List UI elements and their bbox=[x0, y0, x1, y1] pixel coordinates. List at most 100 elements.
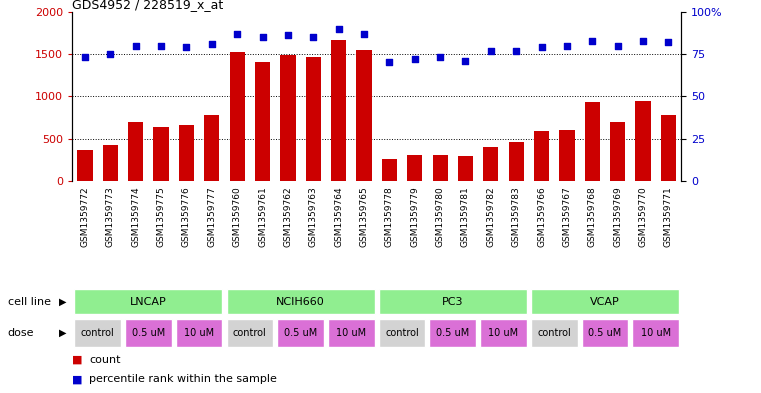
Text: control: control bbox=[537, 328, 572, 338]
Bar bbox=[458, 156, 473, 181]
Text: GSM1359765: GSM1359765 bbox=[359, 186, 368, 247]
Point bbox=[536, 44, 548, 50]
Bar bbox=[176, 319, 222, 347]
Bar bbox=[483, 147, 498, 181]
Text: GSM1359782: GSM1359782 bbox=[486, 186, 495, 247]
Text: GSM1359771: GSM1359771 bbox=[664, 186, 673, 247]
Text: GSM1359769: GSM1359769 bbox=[613, 186, 622, 247]
Bar bbox=[531, 319, 578, 347]
Bar bbox=[584, 102, 600, 181]
Bar bbox=[379, 289, 527, 314]
Bar bbox=[407, 154, 422, 181]
Point bbox=[129, 42, 142, 49]
Text: GSM1359777: GSM1359777 bbox=[207, 186, 216, 247]
Text: percentile rank within the sample: percentile rank within the sample bbox=[89, 374, 277, 384]
Text: control: control bbox=[81, 328, 115, 338]
Bar bbox=[103, 145, 118, 181]
Text: PC3: PC3 bbox=[442, 297, 463, 307]
Text: 0.5 uM: 0.5 uM bbox=[284, 328, 317, 338]
Bar bbox=[204, 115, 219, 181]
Point bbox=[282, 32, 294, 39]
Text: 10 uM: 10 uM bbox=[489, 328, 518, 338]
Text: GSM1359760: GSM1359760 bbox=[233, 186, 242, 247]
Text: dose: dose bbox=[8, 328, 34, 338]
Bar bbox=[75, 319, 121, 347]
Text: control: control bbox=[233, 328, 267, 338]
Text: ▶: ▶ bbox=[59, 328, 66, 338]
Point bbox=[460, 58, 472, 64]
Point bbox=[256, 34, 269, 40]
Text: GDS4952 / 228519_x_at: GDS4952 / 228519_x_at bbox=[72, 0, 224, 11]
Bar bbox=[534, 131, 549, 181]
Point bbox=[637, 37, 649, 44]
Bar bbox=[382, 159, 397, 181]
Text: ■: ■ bbox=[72, 354, 83, 365]
Text: GSM1359764: GSM1359764 bbox=[334, 186, 343, 247]
Bar bbox=[356, 50, 371, 181]
Bar bbox=[255, 62, 270, 181]
Bar bbox=[227, 289, 374, 314]
Point bbox=[434, 54, 446, 61]
Point bbox=[384, 59, 396, 66]
Point bbox=[409, 56, 421, 62]
Text: GSM1359779: GSM1359779 bbox=[410, 186, 419, 247]
Text: GSM1359780: GSM1359780 bbox=[435, 186, 444, 247]
Point bbox=[510, 48, 522, 54]
Text: GSM1359774: GSM1359774 bbox=[131, 186, 140, 247]
Bar bbox=[331, 40, 346, 181]
Bar bbox=[632, 319, 679, 347]
Bar bbox=[581, 319, 629, 347]
Bar bbox=[75, 289, 222, 314]
Bar bbox=[230, 51, 245, 181]
Text: GSM1359781: GSM1359781 bbox=[461, 186, 470, 247]
Text: cell line: cell line bbox=[8, 297, 51, 307]
Bar bbox=[128, 123, 143, 181]
Bar bbox=[179, 125, 194, 181]
Text: GSM1359770: GSM1359770 bbox=[638, 186, 648, 247]
Text: ▶: ▶ bbox=[59, 297, 66, 307]
Bar bbox=[328, 319, 374, 347]
Text: GSM1359772: GSM1359772 bbox=[81, 186, 90, 247]
Bar bbox=[432, 154, 447, 181]
Text: GSM1359763: GSM1359763 bbox=[309, 186, 318, 247]
Bar bbox=[154, 127, 169, 181]
Point bbox=[485, 48, 497, 54]
Bar bbox=[227, 319, 273, 347]
Text: count: count bbox=[89, 354, 120, 365]
Bar bbox=[280, 55, 295, 181]
Text: control: control bbox=[385, 328, 419, 338]
Text: 10 uM: 10 uM bbox=[336, 328, 366, 338]
Point bbox=[307, 34, 320, 40]
Point bbox=[586, 37, 598, 44]
Bar bbox=[661, 115, 676, 181]
Text: GSM1359762: GSM1359762 bbox=[283, 186, 292, 247]
Text: GSM1359773: GSM1359773 bbox=[106, 186, 115, 247]
Text: GSM1359775: GSM1359775 bbox=[157, 186, 166, 247]
Point bbox=[231, 31, 244, 37]
Bar bbox=[306, 57, 321, 181]
Bar bbox=[379, 319, 425, 347]
Text: 0.5 uM: 0.5 uM bbox=[588, 328, 622, 338]
Bar bbox=[277, 319, 324, 347]
Point bbox=[104, 51, 116, 57]
Point bbox=[79, 54, 91, 61]
Text: GSM1359766: GSM1359766 bbox=[537, 186, 546, 247]
Bar bbox=[559, 130, 575, 181]
Text: GSM1359761: GSM1359761 bbox=[258, 186, 267, 247]
Point bbox=[561, 42, 573, 49]
Bar bbox=[531, 289, 679, 314]
Point bbox=[662, 39, 674, 45]
Point bbox=[180, 44, 193, 50]
Text: ■: ■ bbox=[72, 374, 83, 384]
Bar bbox=[78, 151, 93, 181]
Text: LNCAP: LNCAP bbox=[130, 297, 167, 307]
Bar bbox=[480, 319, 527, 347]
Text: GSM1359783: GSM1359783 bbox=[511, 186, 521, 247]
Bar bbox=[429, 319, 476, 347]
Text: GSM1359767: GSM1359767 bbox=[562, 186, 572, 247]
Text: 0.5 uM: 0.5 uM bbox=[436, 328, 470, 338]
Text: 0.5 uM: 0.5 uM bbox=[132, 328, 165, 338]
Text: VCAP: VCAP bbox=[590, 297, 620, 307]
Point bbox=[358, 31, 370, 37]
Bar bbox=[610, 123, 626, 181]
